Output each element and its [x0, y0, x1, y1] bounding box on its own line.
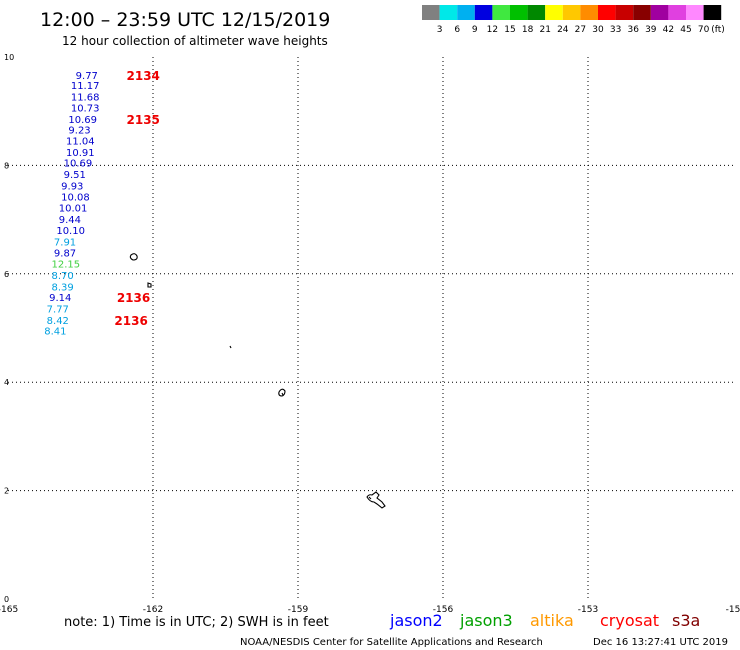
footer-timestamp: Dec 16 13:27:41 UTC 2019 [593, 637, 728, 648]
chart-subtitle: 12 hour collection of altimeter wave hei… [62, 34, 328, 48]
legend-swatch [492, 5, 510, 20]
legend-swatch [633, 5, 651, 20]
wave-height-label: 8.42 [47, 316, 69, 327]
wave-height-label: 10.01 [59, 204, 88, 215]
legend-tick-label: 45 [680, 25, 691, 35]
legend-tick-label: 18 [522, 25, 534, 35]
legend-unit: (ft) [711, 25, 725, 35]
island-outlines [129, 253, 386, 509]
satellite-legend: jason2 jason3 altika cryosat s3a [389, 611, 700, 630]
wave-height-label: 10.91 [66, 148, 95, 159]
wave-height-label: 11.17 [71, 81, 100, 92]
wave-height-label: 10.69 [68, 115, 97, 126]
legend-tick-label: 12 [487, 25, 498, 35]
legend-swatch [439, 5, 458, 20]
wave-height-label: 7.91 [54, 237, 76, 248]
axes: -165 -162 -159 -156 -153 -15 0 2 4 6 8 10 [0, 53, 740, 615]
legend-tick-label: 27 [575, 25, 586, 35]
x-tick-label: -153 [578, 605, 598, 615]
satellite-label-jason2: jason2 [389, 611, 443, 630]
legend-swatch [650, 5, 669, 20]
island-necker [278, 388, 286, 397]
legend-tick-label: 15 [504, 25, 515, 35]
legend-tick-label: 6 [454, 25, 460, 35]
legend-swatch [527, 5, 546, 20]
time-label: 2136 [117, 291, 150, 305]
legend-swatch [598, 5, 616, 20]
wave-height-label: 7.77 [47, 304, 69, 315]
wave-height-label: 9.14 [49, 293, 71, 304]
legend-tick-label: 42 [663, 25, 674, 35]
wave-height-label: 10.69 [64, 159, 93, 170]
wave-height-label: 9.23 [68, 126, 90, 137]
wave-height-label: 9.87 [54, 249, 76, 260]
x-tick-label: -15 [726, 605, 740, 615]
wave-height-label: 9.77 [76, 71, 98, 82]
note-text: note: 1) Time is in UTC; 2) SWH is in fe… [64, 615, 329, 630]
footer-credit: NOAA/NESDIS Center for Satellite Applica… [240, 637, 543, 648]
island-kauai [129, 253, 138, 261]
y-tick-label: 4 [4, 378, 9, 387]
y-tick-label: 0 [4, 595, 9, 604]
legend-tick-label: 30 [592, 25, 604, 35]
wave-height-label: 11.68 [71, 93, 100, 104]
island-nihoa [229, 345, 232, 349]
wave-height-label: 11.04 [66, 136, 95, 147]
legend-tick-label: 9 [472, 25, 478, 35]
x-tick-label: -165 [0, 605, 18, 615]
island-french-frigate [366, 491, 386, 509]
time-label: 2135 [127, 113, 160, 127]
legend-swatch [562, 5, 581, 20]
y-tick-label: 8 [4, 161, 9, 170]
legend-tick-label: 70 [698, 25, 710, 35]
legend-tick-label: 36 [627, 25, 639, 35]
satellite-label-altika: altika [530, 611, 574, 630]
legend-swatch [703, 5, 722, 20]
time-label: 2134 [127, 69, 160, 83]
y-tick-label: 6 [4, 270, 9, 279]
satellite-label-jason3: jason3 [459, 611, 513, 630]
legend-swatch [686, 5, 704, 20]
wave-height-label: 10.08 [61, 192, 90, 203]
legend-swatch [668, 5, 686, 20]
satellite-label-cryosat: cryosat [600, 611, 659, 630]
satellite-label-s3a: s3a [672, 611, 700, 630]
legend-tick-label: 33 [610, 25, 621, 35]
x-tick-label: -156 [433, 605, 454, 615]
legend-swatch [474, 5, 493, 20]
wave-height-label: 9.93 [61, 181, 83, 192]
wave-height-label: 10.10 [56, 226, 85, 237]
wave-height-label: 12.15 [52, 260, 81, 271]
y-tick-label: 2 [4, 487, 9, 496]
legend-tick-label: 3 [437, 25, 443, 35]
island-niihau [147, 282, 152, 288]
wave-height-label: 8.70 [52, 271, 74, 282]
chart-title: 12:00 – 23:59 UTC 12/15/2019 [40, 9, 330, 31]
grid [8, 57, 733, 599]
y-tick-label: 10 [4, 53, 14, 62]
legend-swatch [580, 5, 598, 20]
legend-swatch [510, 5, 528, 20]
legend-tick-label: 39 [645, 25, 657, 35]
legend-swatch [422, 5, 440, 20]
wave-height-label: 10.73 [71, 103, 100, 114]
color-legend: 3 6 9 12 15 18 21 24 27 30 33 36 39 42 45 70 [422, 5, 722, 35]
legend-swatch [615, 5, 634, 20]
legend-tick-label: 24 [557, 25, 569, 35]
x-tick-label: -162 [143, 605, 163, 615]
x-tick-label: -159 [288, 605, 309, 615]
wave-height-label: 9.44 [59, 215, 81, 226]
wave-height-label: 9.51 [64, 170, 86, 181]
legend-swatch [457, 5, 475, 20]
time-label: 2136 [114, 314, 147, 328]
legend-swatch [545, 5, 563, 20]
data-labels: 9.7711.1711.6810.7310.699.2311.0410.9110… [44, 69, 160, 338]
wave-height-label: 8.39 [52, 282, 74, 293]
legend-tick-label: 21 [539, 25, 550, 35]
wave-height-label: 8.41 [44, 327, 66, 338]
